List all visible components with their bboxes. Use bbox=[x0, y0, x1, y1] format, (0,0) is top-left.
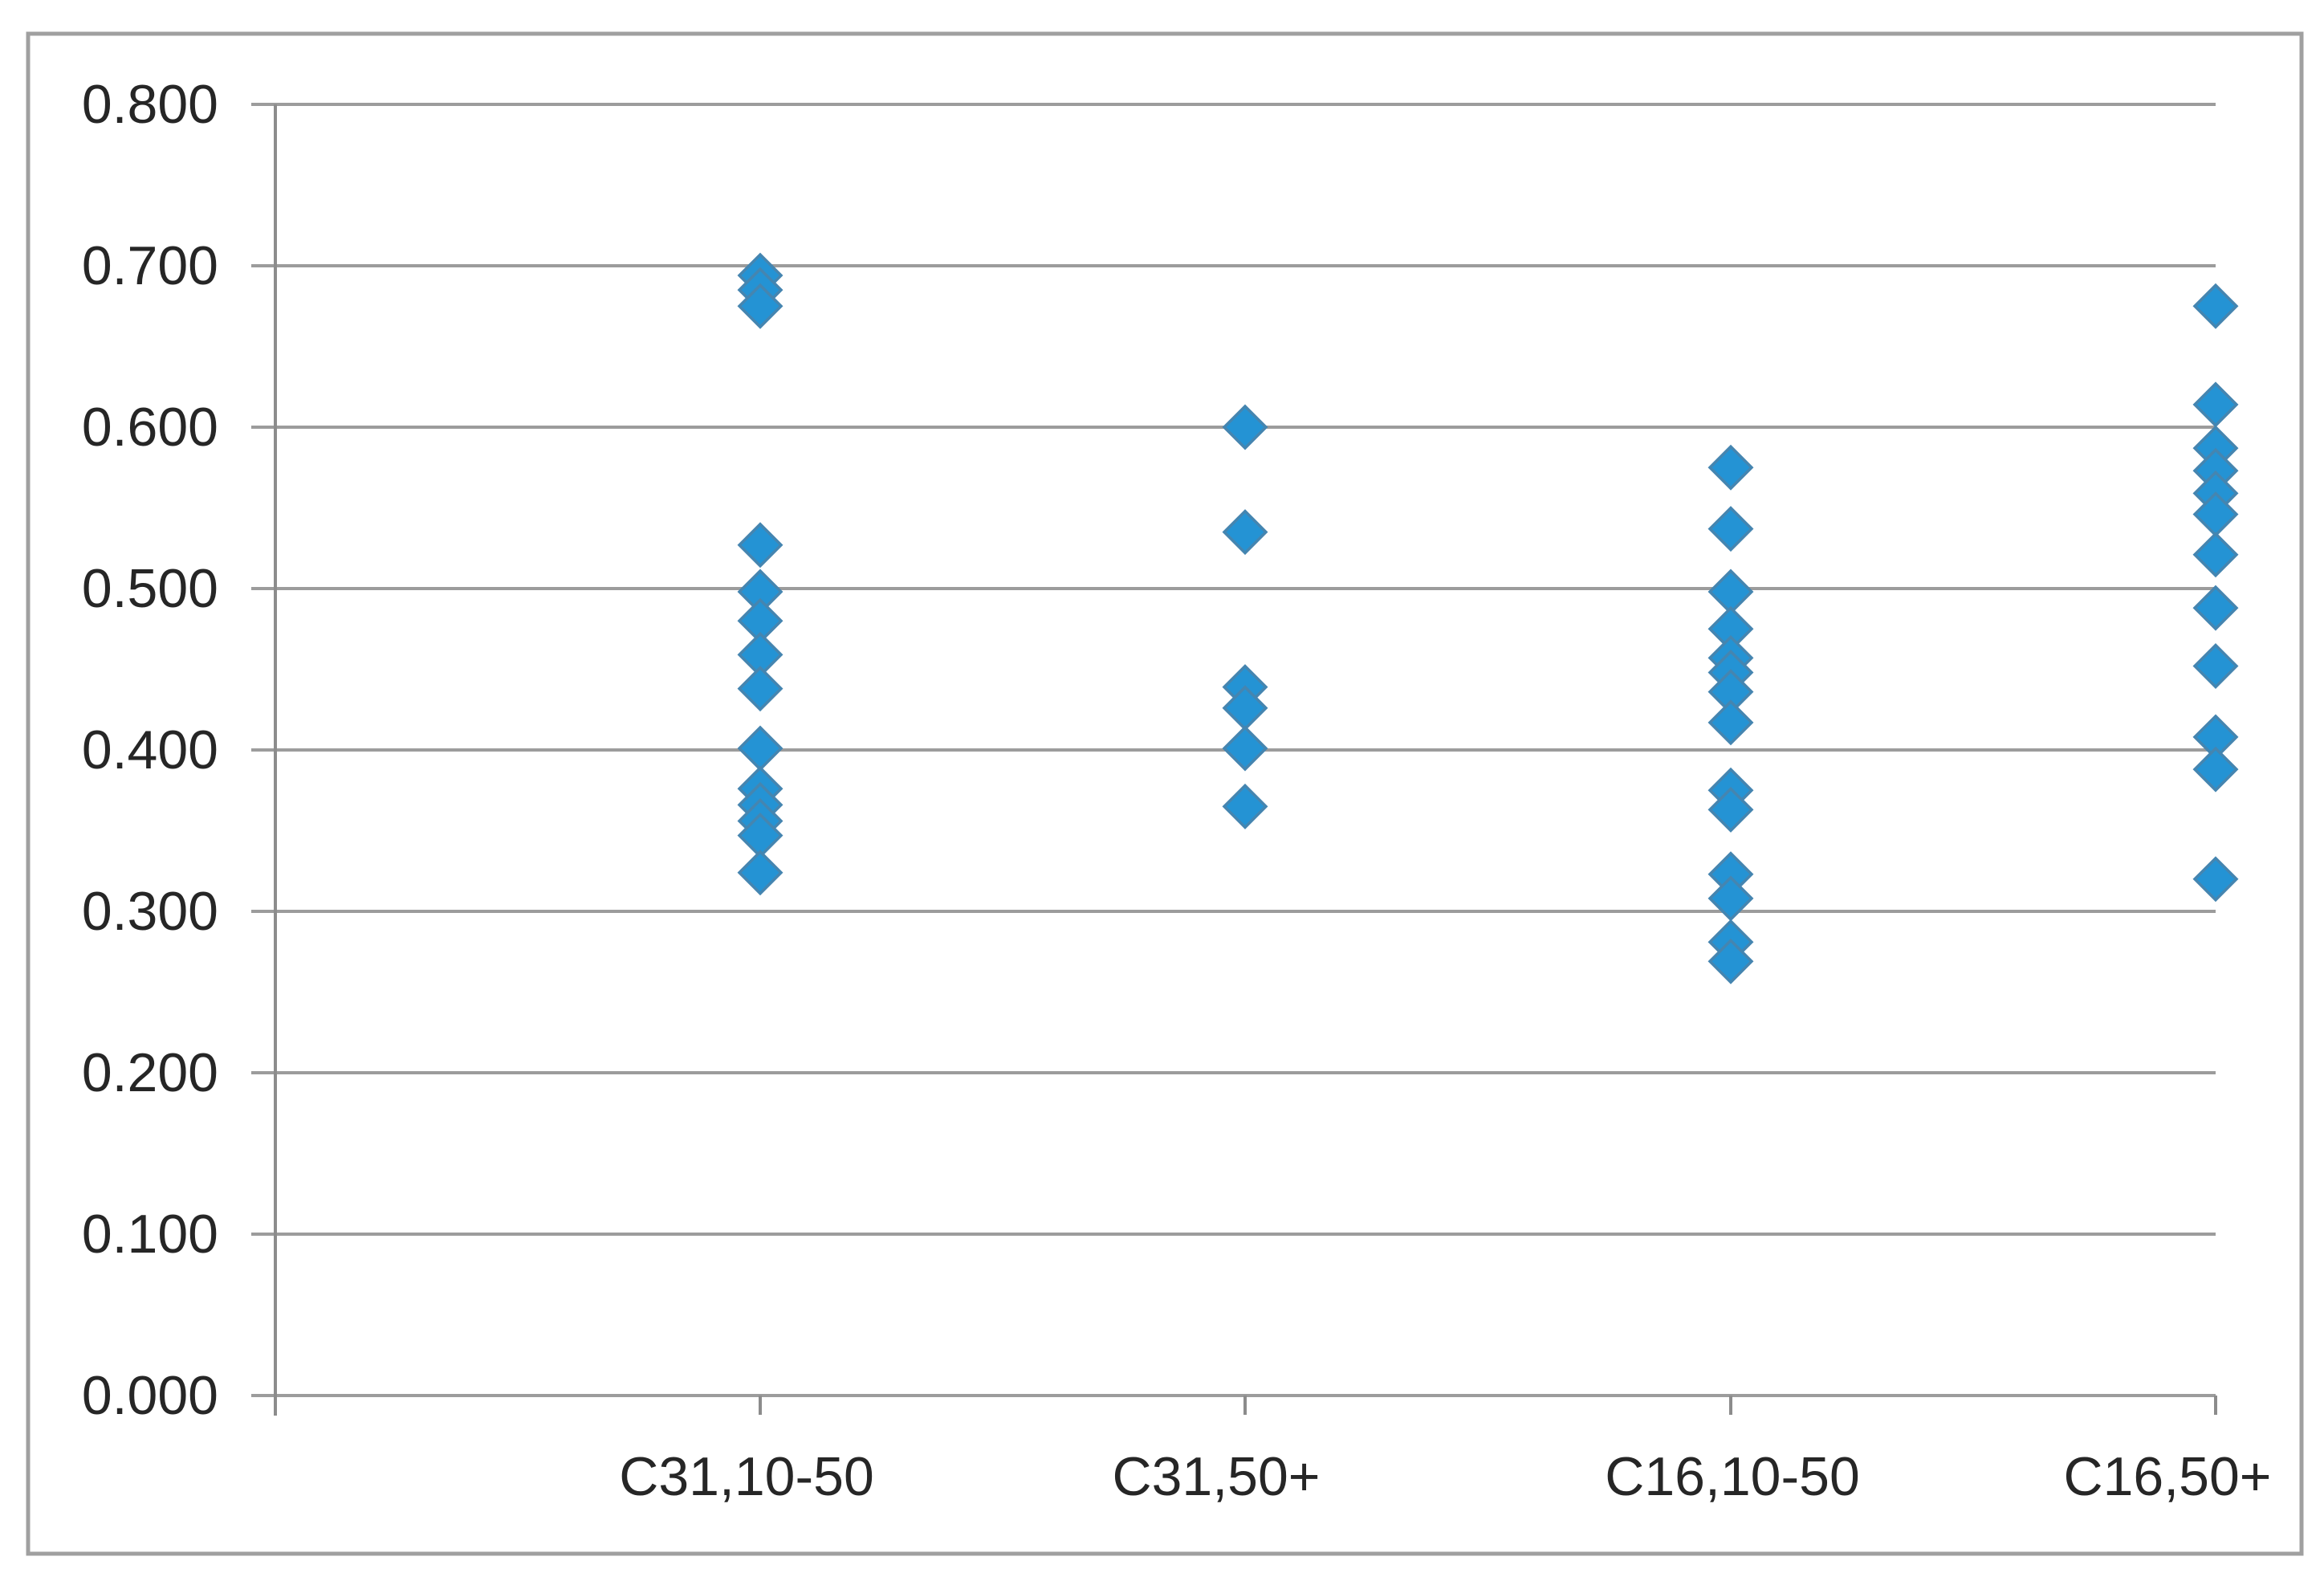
data-point-diamond bbox=[1707, 699, 1754, 746]
y-tick-label: 0.600 bbox=[82, 397, 218, 458]
data-point-diamond bbox=[1707, 444, 1754, 491]
data-point-diamond bbox=[1222, 725, 1268, 772]
data-point-diamond bbox=[737, 666, 783, 712]
data-point-diamond bbox=[1707, 506, 1754, 552]
data-point-diamond bbox=[737, 522, 783, 568]
y-tick-label: 0.700 bbox=[82, 235, 218, 296]
data-point-diamond bbox=[737, 725, 783, 772]
y-tick-label: 0.100 bbox=[82, 1204, 218, 1265]
y-tick-label: 0.500 bbox=[82, 558, 218, 619]
y-tick-label: 0.000 bbox=[82, 1365, 218, 1426]
data-point-diamond bbox=[2192, 381, 2239, 428]
x-category-label: C31,50+ bbox=[1113, 1446, 1321, 1507]
data-point-diamond bbox=[1222, 404, 1268, 450]
data-point-diamond bbox=[1222, 509, 1268, 556]
y-tick-label: 0.800 bbox=[82, 74, 218, 135]
data-point-diamond bbox=[2192, 532, 2239, 578]
y-tick-label: 0.300 bbox=[82, 881, 218, 942]
data-point-diamond bbox=[2192, 856, 2239, 903]
data-point-diamond bbox=[1707, 938, 1754, 984]
y-tick-label: 0.200 bbox=[82, 1042, 218, 1103]
data-point-diamond bbox=[2192, 585, 2239, 631]
data-point-diamond bbox=[1222, 783, 1268, 829]
x-category-label: C16,10-50 bbox=[1605, 1446, 1860, 1507]
data-point-diamond bbox=[737, 850, 783, 896]
x-category-label: C31,10-50 bbox=[619, 1446, 874, 1507]
y-tick-label: 0.400 bbox=[82, 719, 218, 780]
data-point-diamond bbox=[2192, 643, 2239, 689]
data-point-diamond bbox=[1707, 786, 1754, 833]
data-point-diamond bbox=[2192, 746, 2239, 793]
data-point-diamond bbox=[1707, 875, 1754, 922]
figure-border bbox=[26, 31, 2304, 1556]
x-category-label: C16,50+ bbox=[2064, 1446, 2272, 1507]
data-point-diamond bbox=[2192, 283, 2239, 329]
data-point-diamond bbox=[737, 283, 783, 329]
